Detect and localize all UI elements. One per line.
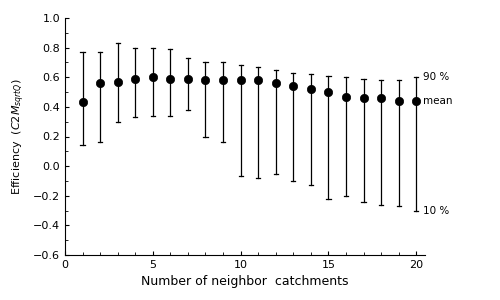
- Text: 10 %: 10 %: [423, 206, 450, 216]
- Y-axis label: Efficiency  ($C2M_{sqrtQ}$): Efficiency ($C2M_{sqrtQ}$): [11, 78, 28, 195]
- Text: 90 %: 90 %: [423, 72, 450, 82]
- Text: mean: mean: [423, 96, 452, 106]
- X-axis label: Number of neighbor  catchments: Number of neighbor catchments: [142, 275, 349, 288]
